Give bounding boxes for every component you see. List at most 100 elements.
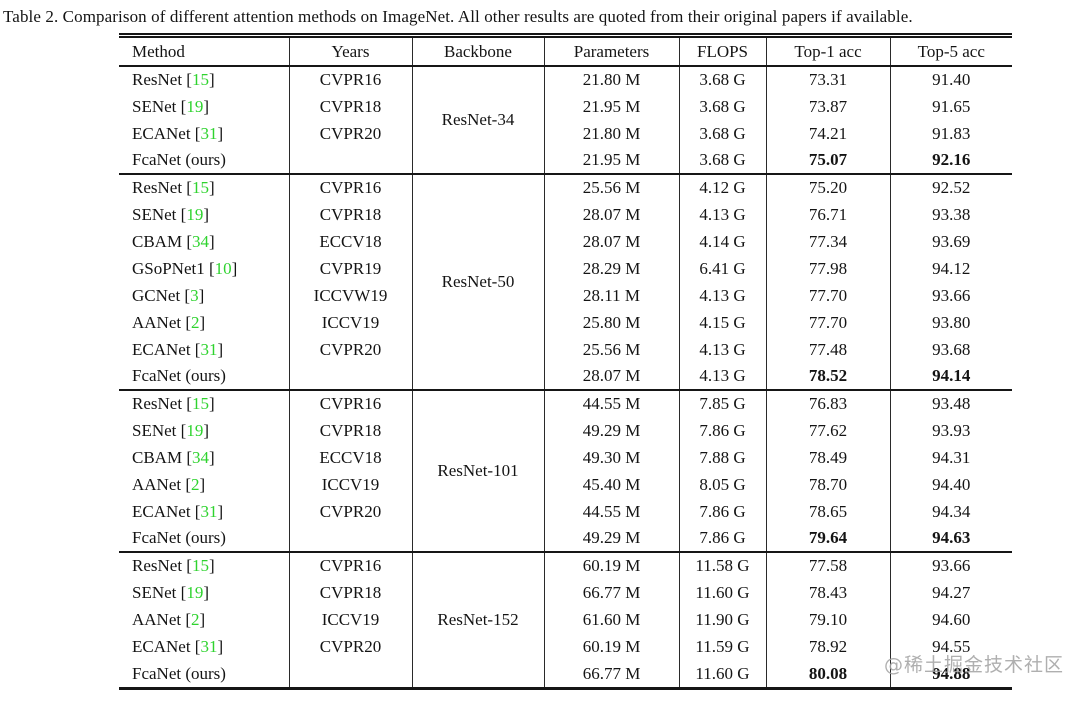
flops-cell: 4.13 G xyxy=(679,336,767,363)
parameters-cell: 25.80 M xyxy=(544,309,680,336)
citation-link[interactable]: 31 xyxy=(200,636,218,656)
parameters-cell: 66.77 M xyxy=(544,660,680,687)
flops-cell: 11.60 G xyxy=(679,660,767,687)
parameters-cell: 49.30 M xyxy=(544,444,680,471)
top1-acc-cell: 77.58 xyxy=(766,551,891,579)
citation-link[interactable]: 19 xyxy=(186,420,204,440)
citation-link[interactable]: 2 xyxy=(191,609,200,629)
method-name: FcaNet (ours) xyxy=(132,528,226,547)
table-row: AANet [2] ICCV19 25.80 M 4.15 G 77.70 93.80 xyxy=(119,309,1012,336)
flops-cell: 3.68 G xyxy=(679,93,767,120)
citation-link[interactable]: 15 xyxy=(191,70,209,89)
top1-acc-cell: 77.34 xyxy=(766,228,891,255)
top5-acc-cell: 94.55 xyxy=(932,636,971,656)
top5-acc-cell: 91.83 xyxy=(932,123,971,143)
parameters-cell: 21.80 M xyxy=(544,66,680,93)
citation-link[interactable]: 31 xyxy=(200,501,218,521)
flops-cell: 4.14 G xyxy=(679,228,767,255)
table-row: SENet [19] CVPR18 49.29 M 7.86 G 77.62 93.93 xyxy=(119,417,1012,444)
table-caption: Table 2. Comparison of different attenti… xyxy=(3,7,913,26)
flops-cell: 7.88 G xyxy=(679,444,767,471)
years-cell: CVPR16 xyxy=(289,173,413,201)
citation-link[interactable]: 15 xyxy=(191,394,209,413)
years-cell: CVPR18 xyxy=(289,201,413,228)
top5-acc-cell: 94.34 xyxy=(932,501,971,521)
method-cell: ECANet [31] xyxy=(119,633,290,660)
method-cell: CBAM [34] xyxy=(119,228,290,255)
column-header-years: Years xyxy=(289,38,413,66)
citation-link[interactable]: 19 xyxy=(186,582,204,602)
top1-acc-cell: 78.92 xyxy=(766,633,891,660)
method-name: ResNet xyxy=(132,394,183,413)
parameters-cell: 66.77 M xyxy=(544,579,680,606)
table-row: ECANet [31] CVPR20 60.19 M 11.59 G 78.92 94.5… xyxy=(119,633,1012,660)
parameters-cell: 44.55 M xyxy=(544,498,680,525)
citation-link[interactable]: 15 xyxy=(191,556,209,575)
table-row: ResNet [15] CVPR16 ResNet-152 60.19 M 11.58 … xyxy=(119,551,1012,687)
parameters-cell: 28.11 M xyxy=(544,282,680,309)
citation-link[interactable]: 19 xyxy=(186,96,204,116)
years-cell: ICCV19 xyxy=(289,606,413,633)
table-row: FcaNet (ours) 28.07 M 4.13 G 78.52 94.14 xyxy=(119,363,1012,390)
backbone-cell: ResNet-34 xyxy=(412,66,545,174)
years-cell: ICCVW19 xyxy=(289,282,413,309)
top5-acc-cell: 91.65 xyxy=(932,96,971,116)
top1-acc-cell: 78.65 xyxy=(766,498,891,525)
citation-link[interactable]: 2 xyxy=(191,312,200,332)
top5-acc-cell: 93.68 xyxy=(932,339,971,359)
top5-acc-cell: 92.16 xyxy=(932,150,971,169)
method-cell: ResNet [15] xyxy=(119,66,290,93)
method-name: ResNet xyxy=(132,556,183,575)
flops-cell: 3.68 G xyxy=(679,147,767,174)
top1-acc-cell: 75.20 xyxy=(766,173,891,201)
citation-link[interactable]: 34 xyxy=(192,447,209,467)
table-row: ECANet [31] CVPR20 44.55 M 7.86 G 78.65 94.34 xyxy=(119,498,1012,525)
method-cell: ECANet [31] xyxy=(119,336,290,363)
years-cell: CVPR20 xyxy=(289,336,413,363)
top1-acc-cell: 77.98 xyxy=(766,255,891,282)
top5-acc-cell: 93.80 xyxy=(932,312,971,332)
method-name: ECANet xyxy=(132,501,191,521)
table-row: GSoPNet1 [10] CVPR19 28.29 M 6.41 G 77.98 94.… xyxy=(119,255,1012,282)
column-header-top-5-acc: Top-5 acc xyxy=(917,41,985,61)
citation-link[interactable]: 31 xyxy=(200,123,218,143)
method-cell: FcaNet (ours) xyxy=(119,363,290,390)
flops-cell: 6.41 G xyxy=(679,255,767,282)
citation-link[interactable]: 15 xyxy=(191,178,209,197)
method-cell: CBAM [34] xyxy=(119,444,290,471)
flops-cell: 8.05 G xyxy=(679,471,767,498)
table-row: SENet [19] CVPR18 21.95 M 3.68 G 73.87 91.65 xyxy=(119,93,1012,120)
years-cell: ECCV18 xyxy=(289,444,413,471)
top1-acc-cell: 73.87 xyxy=(766,93,891,120)
years-cell: CVPR19 xyxy=(289,255,413,282)
column-header-backbone: Backbone xyxy=(412,38,545,66)
citation-link[interactable]: 34 xyxy=(192,231,209,251)
method-name: GSoPNet1 xyxy=(132,258,205,278)
table-row: CBAM [34] ECCV18 28.07 M 4.14 G 77.34 93.69 xyxy=(119,228,1012,255)
top5-acc-cell: 93.69 xyxy=(932,231,971,251)
method-name: CBAM xyxy=(132,231,183,251)
top1-acc-cell: 80.08 xyxy=(766,660,891,687)
flops-cell: 11.59 G xyxy=(679,633,767,660)
method-cell: SENet [19] xyxy=(119,579,290,606)
column-header-flops: FLOPS xyxy=(679,38,767,66)
citation-link[interactable]: 3 xyxy=(190,285,199,305)
parameters-cell: 25.56 M xyxy=(544,336,680,363)
citation-link[interactable]: 31 xyxy=(200,339,218,359)
table-row: CBAM [34] ECCV18 49.30 M 7.88 G 78.49 94.31 xyxy=(119,444,1012,471)
citation-link[interactable]: 2 xyxy=(191,474,200,494)
method-cell: GSoPNet1 [10] xyxy=(119,255,290,282)
table-row: FcaNet (ours) 21.95 M 3.68 G 75.07 92.16 xyxy=(119,147,1012,174)
method-cell: ResNet [15] xyxy=(119,173,290,201)
flops-cell: 4.13 G xyxy=(679,282,767,309)
parameters-cell: 49.29 M xyxy=(544,525,680,552)
method-name: SENet xyxy=(132,420,177,440)
flops-cell: 4.12 G xyxy=(679,173,767,201)
parameters-cell: 25.56 M xyxy=(544,173,680,201)
top1-acc-cell: 77.48 xyxy=(766,336,891,363)
top1-acc-cell: 76.71 xyxy=(766,201,891,228)
citation-link[interactable]: 10 xyxy=(214,258,232,278)
years-cell: ICCV19 xyxy=(289,471,413,498)
flops-cell: 3.68 G xyxy=(679,66,767,93)
citation-link[interactable]: 19 xyxy=(186,204,204,224)
